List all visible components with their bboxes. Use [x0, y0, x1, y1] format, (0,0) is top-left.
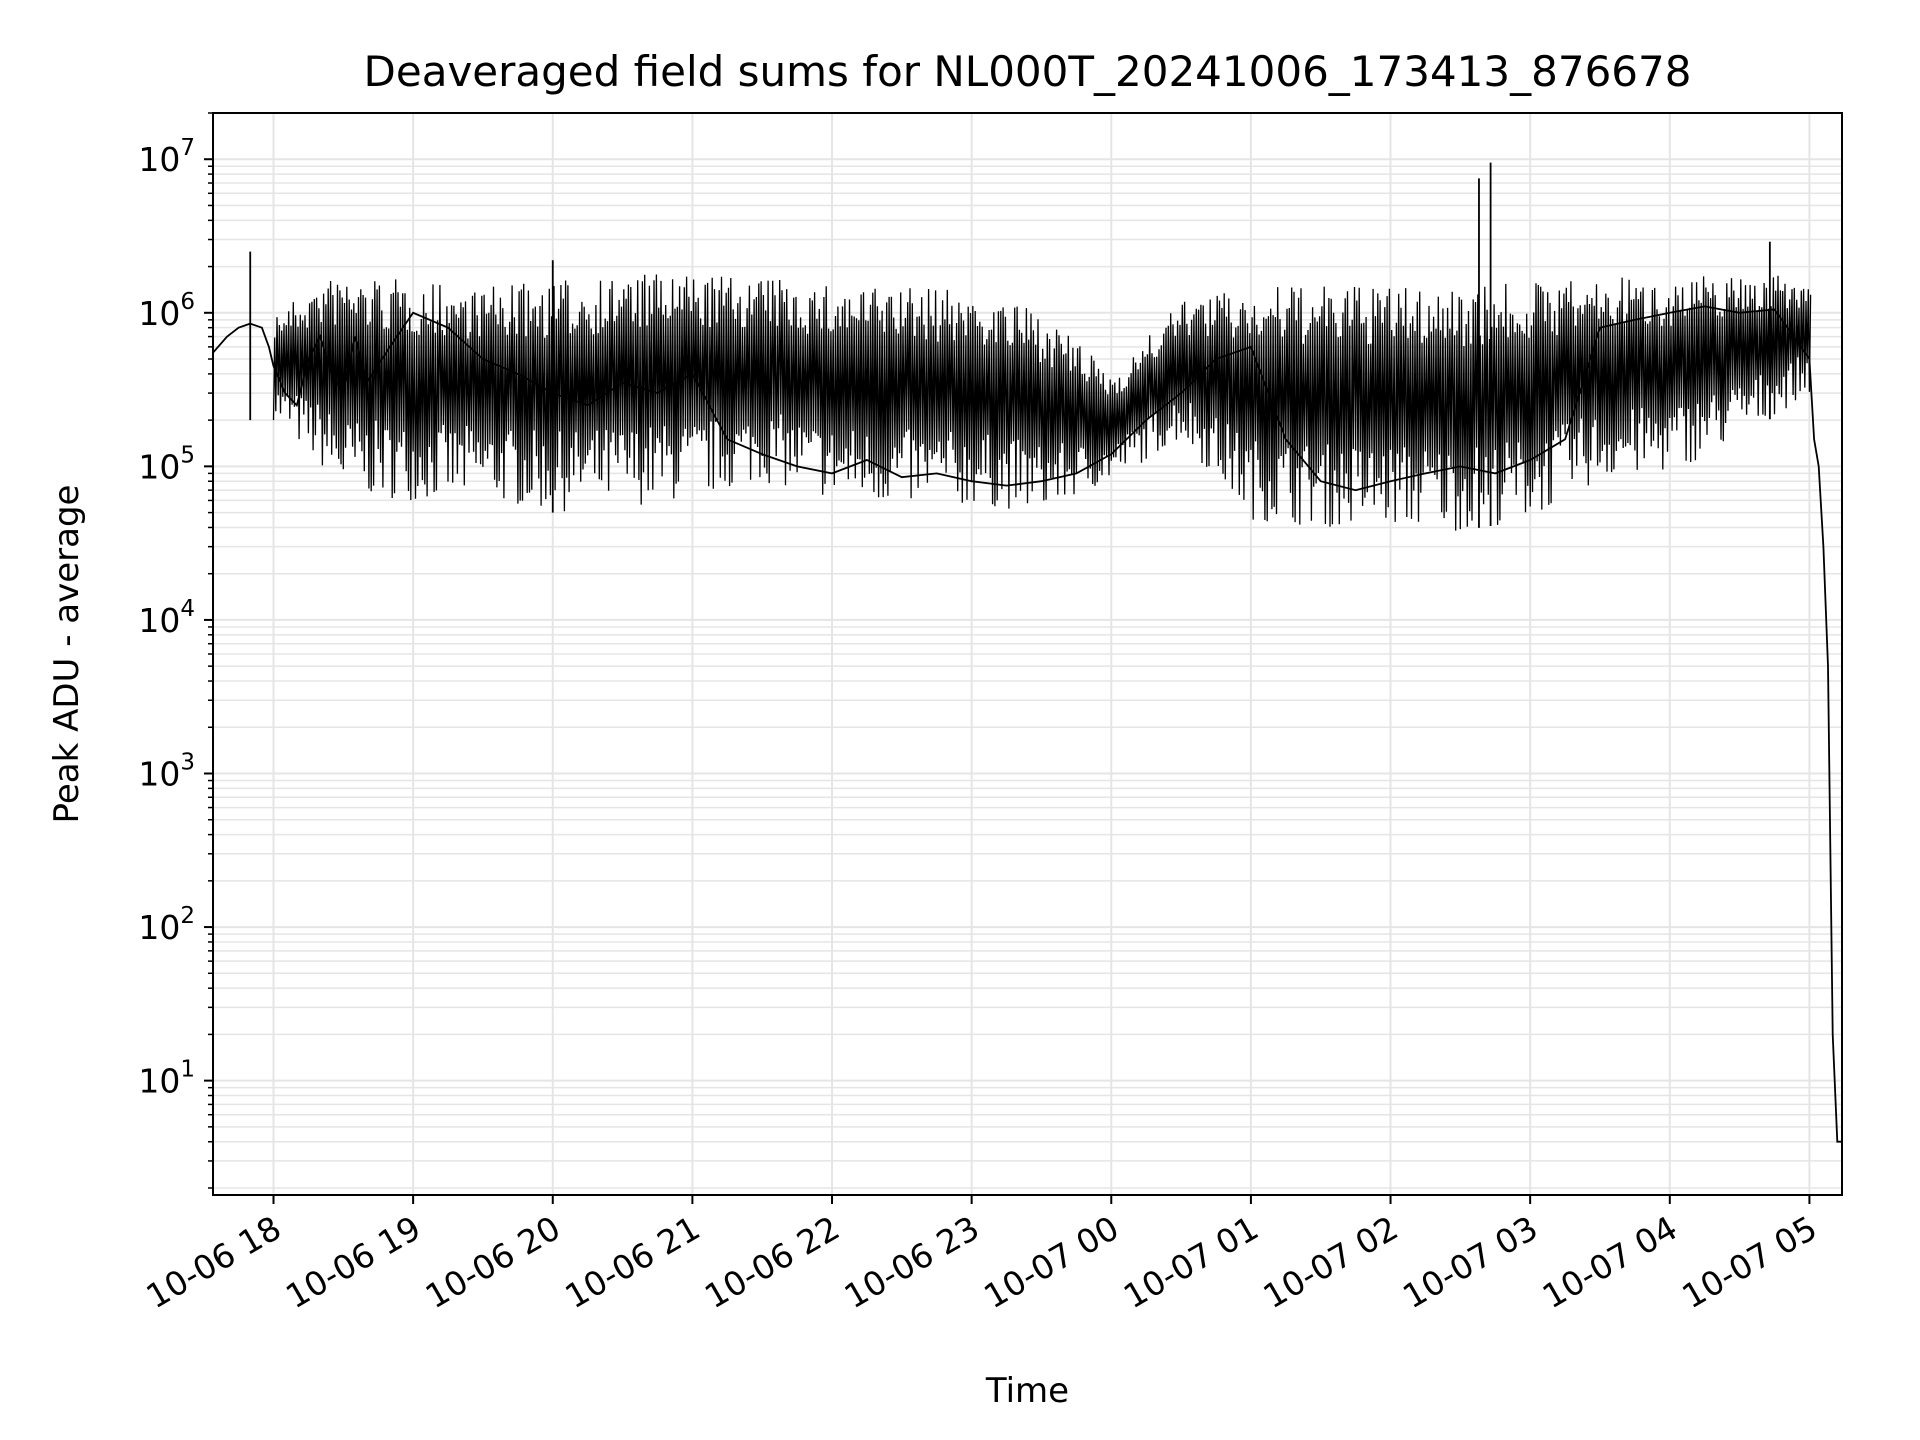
x-tick-label: 10-06 20	[419, 1208, 567, 1316]
x-tick-label: 10-06 19	[279, 1208, 427, 1316]
x-tick-label: 10-06 23	[838, 1208, 986, 1316]
oscillation-band	[272, 274, 1812, 531]
x-tick-label: 10-07 03	[1396, 1208, 1544, 1316]
y-tick-label: 105	[138, 442, 195, 486]
x-tick-label: 10-06 21	[558, 1208, 706, 1316]
y-tick-base: 10	[138, 754, 180, 793]
x-tick-label: 10-07 05	[1675, 1208, 1823, 1316]
y-tick-exponent: 2	[180, 903, 195, 929]
y-tick-base: 10	[138, 908, 180, 947]
x-tick-label: 10-06 18	[140, 1208, 288, 1316]
x-tick-label: 10-07 02	[1257, 1208, 1405, 1316]
y-tick-base: 10	[138, 601, 180, 640]
y-tick-base: 10	[138, 1062, 180, 1101]
y-tick-label: 106	[138, 289, 195, 333]
y-tick-label: 103	[138, 749, 195, 793]
x-axis-label: Time	[985, 1371, 1069, 1411]
x-tick-label: 10-07 04	[1536, 1208, 1684, 1316]
y-tick-base: 10	[138, 447, 180, 486]
y-tick-label: 107	[138, 135, 195, 179]
series-layer	[213, 162, 1842, 1143]
y-tick-exponent: 1	[180, 1057, 195, 1083]
chart-title: Deaveraged field sums for NL000T_2024100…	[364, 47, 1692, 96]
plot-frame	[212, 112, 1843, 1196]
y-tick-label: 104	[138, 596, 195, 640]
series-line	[213, 305, 1842, 1143]
y-tick-exponent: 6	[180, 289, 195, 315]
x-tick-label: 10-07 00	[977, 1208, 1125, 1316]
y-tick-exponent: 7	[180, 135, 195, 161]
y-tick-exponent: 3	[180, 749, 195, 775]
x-tick-label: 10-06 22	[698, 1208, 846, 1316]
y-tick-label: 101	[138, 1057, 195, 1101]
y-tick-exponent: 5	[180, 442, 195, 468]
y-axis-label: Peak ADU - average	[47, 485, 87, 824]
y-tick-base: 10	[138, 294, 180, 333]
x-tick-label: 10-07 01	[1117, 1208, 1265, 1316]
y-tick-base: 10	[138, 140, 180, 179]
grid	[204, 112, 1842, 1204]
y-tick-label: 102	[138, 903, 195, 947]
data-band	[272, 274, 1812, 531]
y-tick-exponent: 4	[180, 596, 195, 622]
